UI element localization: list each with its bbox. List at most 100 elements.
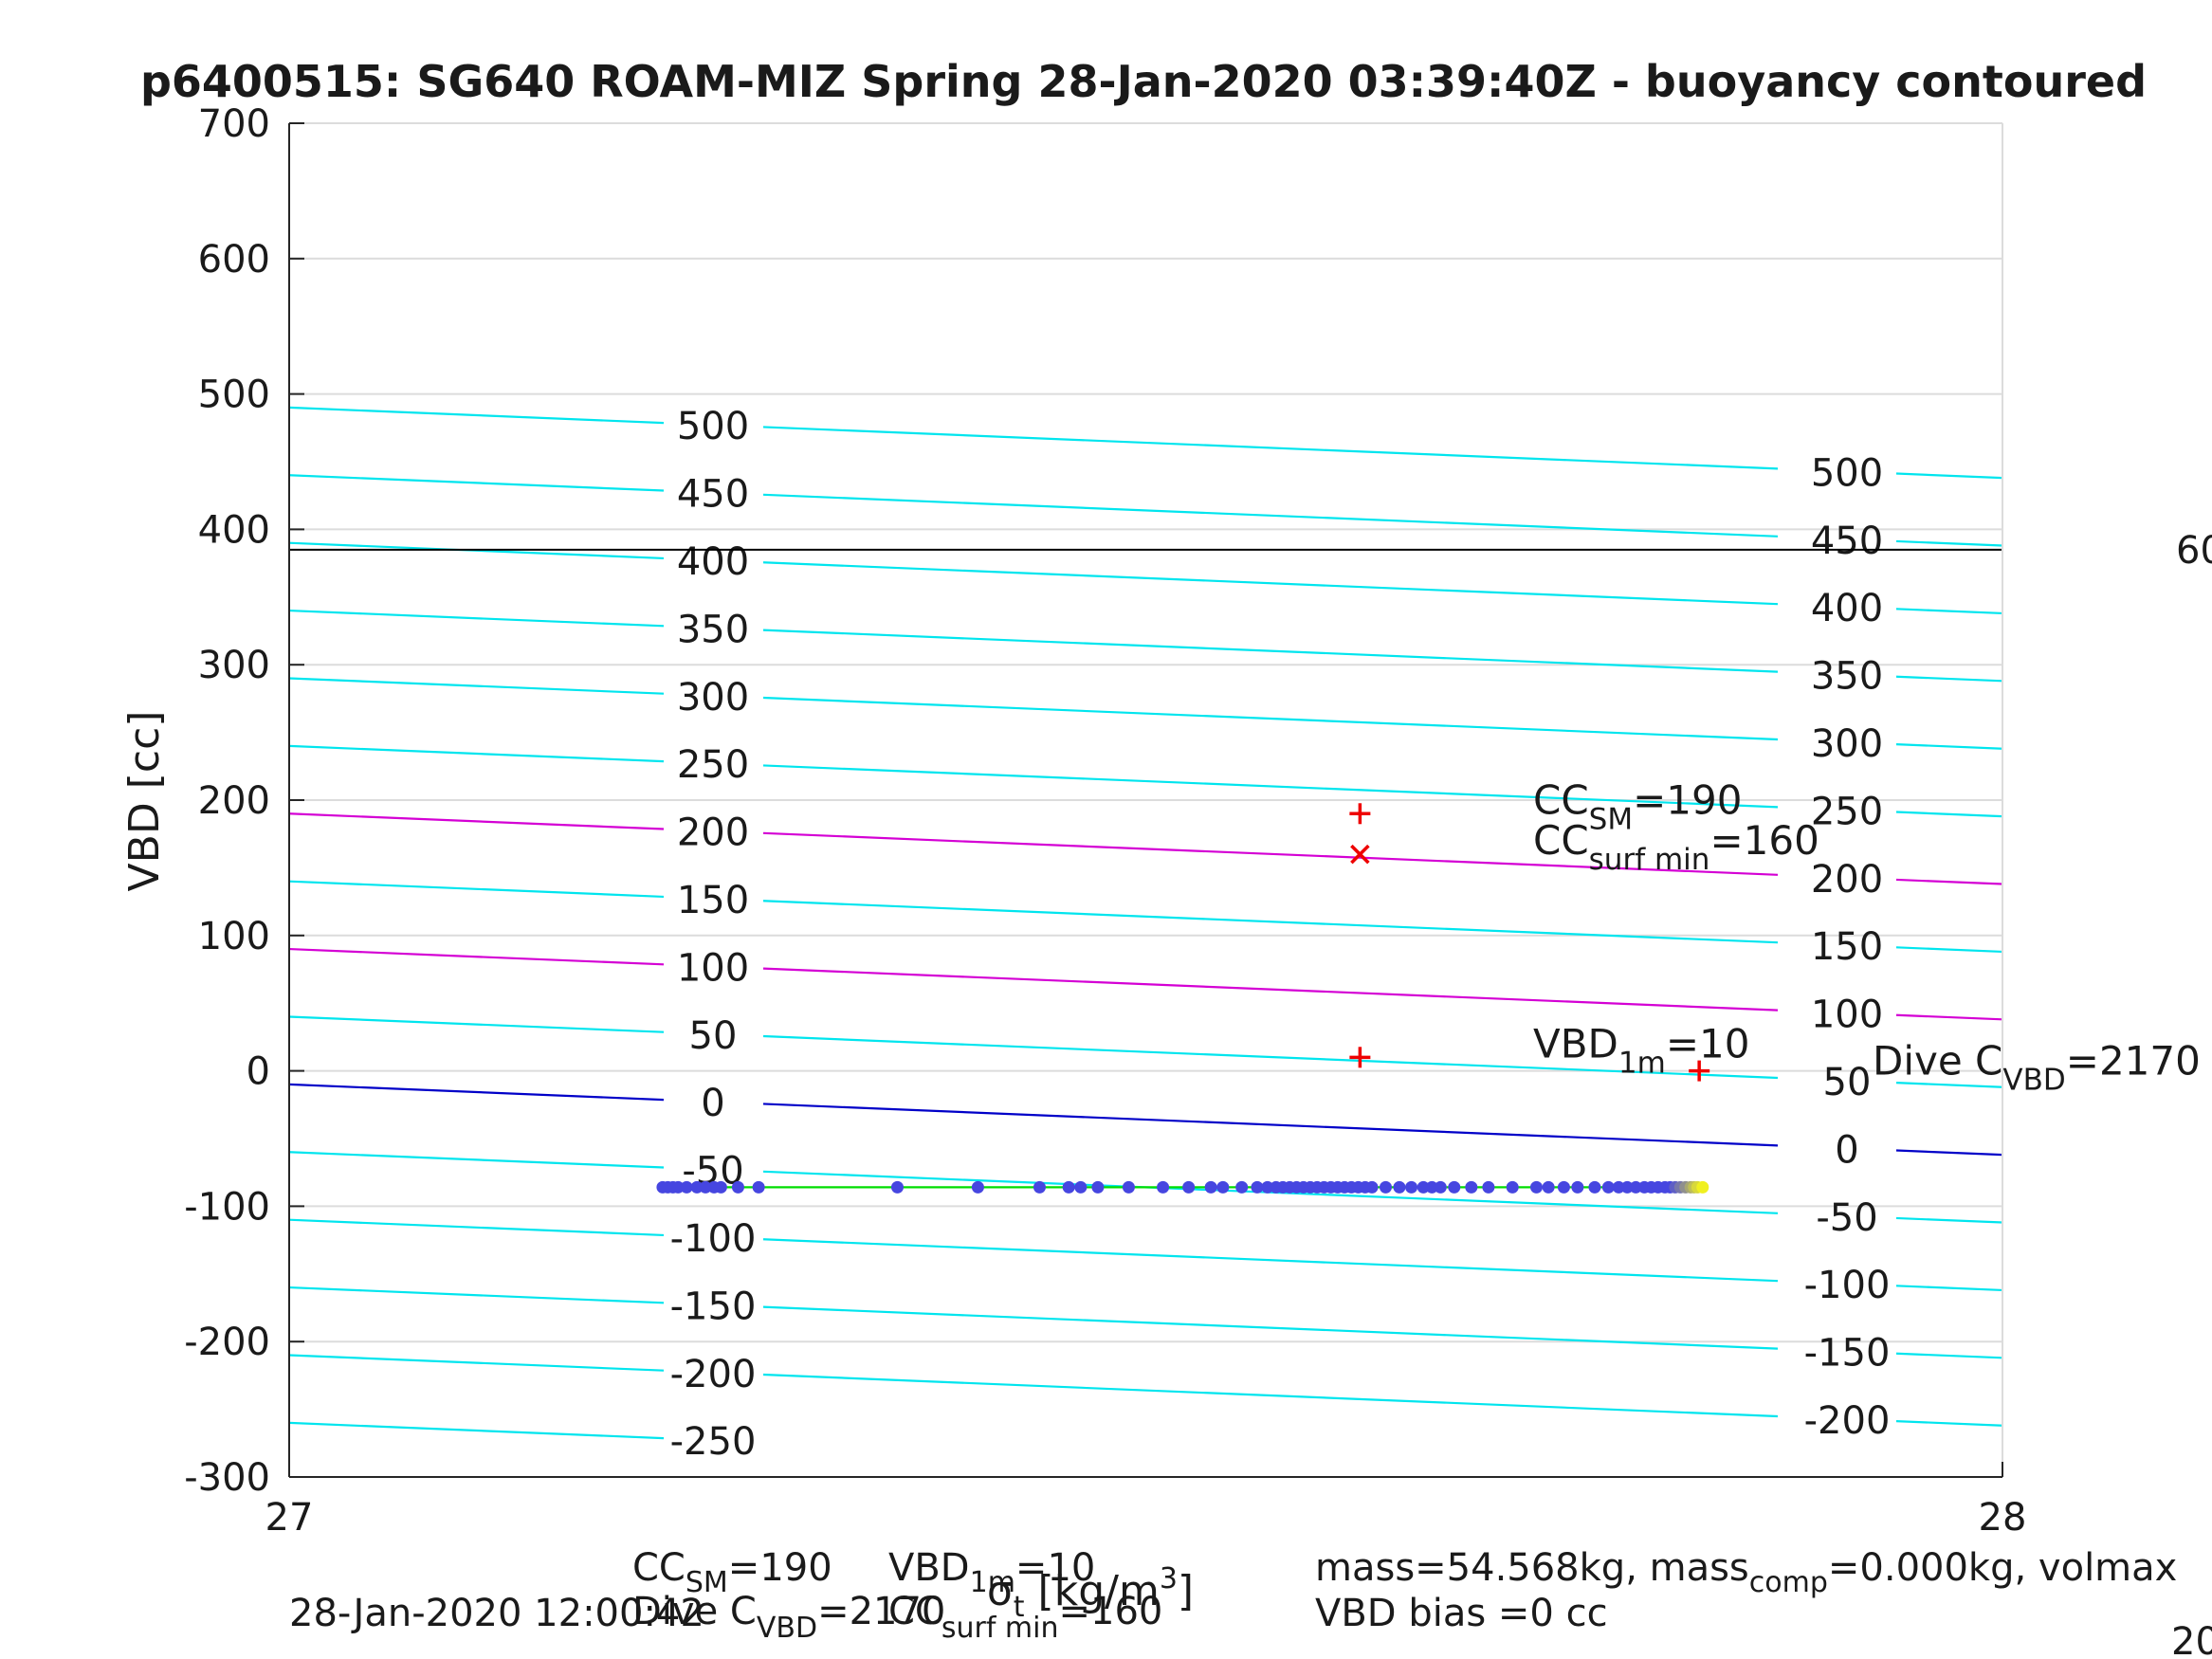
footer-annotations: CCSM=190 VBD1m=10 mass=54.568kg, masscom… — [289, 1546, 2212, 1659]
contour-label: 450 — [677, 473, 749, 517]
contour-label: 500 — [677, 405, 749, 448]
footer-cc-surf-min: CCsurf min=160 — [888, 1590, 1162, 1645]
contour-line — [762, 967, 1779, 1012]
y-tick-label: 0 — [247, 1050, 270, 1094]
x-axis-label-text: σ — [987, 1567, 1014, 1615]
contour-label: 100 — [1811, 994, 1883, 1037]
data-point — [1482, 1180, 1495, 1194]
y-tick-label: 100 — [198, 915, 270, 958]
contour-line — [288, 812, 665, 830]
contour-line — [1895, 1352, 2003, 1359]
contour-label: -150 — [1804, 1332, 1891, 1376]
contour-line — [1895, 539, 2003, 547]
data-point — [1365, 1180, 1379, 1194]
contour-line — [288, 677, 665, 695]
data-series — [656, 1180, 1709, 1194]
footer-cc-sm: CCSM=190 — [632, 1546, 832, 1599]
y-tick-label: 200 — [198, 779, 270, 823]
data-point — [690, 1180, 704, 1194]
footer-mass-line: mass=54.568kg, masscomp=0.000kg, volmax — [1315, 1546, 2177, 1599]
data-point — [714, 1180, 727, 1194]
contour-label: -200 — [1804, 1399, 1891, 1443]
data-point — [1629, 1180, 1642, 1194]
footer-vbd-bias: VBD bias =0 cc — [1315, 1592, 1608, 1635]
x-axis-label-sub: t — [1014, 1591, 1025, 1624]
contour-label: 50 — [1823, 1061, 1872, 1104]
data-point — [1620, 1180, 1634, 1194]
marker-1: CCSM=190 — [1349, 776, 1742, 836]
contour-label: 300 — [677, 676, 749, 720]
data-point — [680, 1180, 693, 1194]
data-point — [1235, 1180, 1249, 1194]
y-tick-label: 400 — [198, 508, 270, 552]
contour-label: -50 — [1816, 1196, 1877, 1240]
data-point — [731, 1180, 744, 1194]
contour-line — [1895, 743, 2003, 750]
contour-lines: 5005004504504004003503503003002502502002… — [288, 405, 2003, 1464]
contour-label: 150 — [1811, 925, 1883, 969]
data-point — [1448, 1180, 1461, 1194]
y-tick-label: 300 — [198, 644, 270, 687]
data-point — [1204, 1180, 1217, 1194]
contour-line — [288, 474, 665, 492]
contour-line — [1895, 878, 2003, 885]
contour-line — [1895, 811, 2003, 818]
contour-line — [762, 1305, 1779, 1350]
contour-line — [288, 1218, 665, 1237]
data-point — [1261, 1180, 1274, 1194]
contour-line — [762, 426, 1779, 470]
y-tick-label: -100 — [184, 1185, 270, 1229]
contour-label: -100 — [1804, 1264, 1891, 1307]
footer-timestamp: 28-Jan-2020 12:00:42 — [289, 1592, 704, 1635]
contour-line — [288, 1151, 665, 1169]
y-tick-label: 600 — [198, 238, 270, 282]
contour-label: 200 — [677, 811, 749, 855]
data-point — [1465, 1180, 1478, 1194]
contour-label: 250 — [1811, 790, 1883, 833]
x-axis-label: σt [kg/m3] — [987, 1562, 1194, 1624]
data-point — [1601, 1180, 1615, 1194]
data-point — [1062, 1180, 1075, 1194]
contour-line — [288, 1354, 665, 1372]
contour-line — [1895, 946, 2003, 954]
data-point — [1074, 1180, 1088, 1194]
contour-label: 100 — [677, 946, 749, 990]
contour-line — [288, 609, 665, 628]
footer-dive-cvbd: Dive CVBD=2170 — [632, 1590, 945, 1645]
data-point — [1612, 1180, 1625, 1194]
data-point — [1696, 1180, 1709, 1194]
contour-line — [288, 1015, 665, 1033]
contour-line — [762, 629, 1779, 673]
contour-label: 400 — [677, 540, 749, 584]
contour-label: 400 — [1811, 587, 1883, 630]
marker-label: VBD1m=10 — [1533, 1020, 1749, 1080]
data-point — [1216, 1180, 1230, 1194]
contour-line — [762, 561, 1779, 606]
data-point — [1571, 1180, 1584, 1194]
data-point — [971, 1180, 984, 1194]
contour-line — [288, 744, 665, 763]
marker-x-b — [1350, 844, 1370, 865]
contour-line — [762, 1373, 1779, 1418]
contour-label: -100 — [670, 1217, 757, 1261]
contour-line — [762, 493, 1779, 538]
contour-label: 0 — [1835, 1128, 1858, 1172]
chart-title: p6400515: SG640 ROAM-MIZ Spring 28-Jan-2… — [140, 56, 2147, 107]
data-point — [1379, 1180, 1392, 1194]
data-point — [1393, 1180, 1406, 1194]
x-tick-label: 28 — [1979, 1496, 2027, 1540]
data-point — [1122, 1180, 1135, 1194]
footer-vbd-1m: VBD1m=10 — [888, 1546, 1095, 1599]
reference-line-label: 60 — [2176, 529, 2212, 573]
contour-line — [1895, 1013, 2003, 1021]
contour-label: 500 — [1811, 451, 1883, 495]
data-point — [1417, 1180, 1430, 1194]
marker-4: Dive CVBD=2170 — [1689, 1038, 2201, 1098]
data-point — [1405, 1180, 1418, 1194]
contour-line — [288, 880, 665, 899]
marker-3: VBD1m=10 — [1349, 1020, 1749, 1080]
contour-label: 250 — [677, 743, 749, 787]
